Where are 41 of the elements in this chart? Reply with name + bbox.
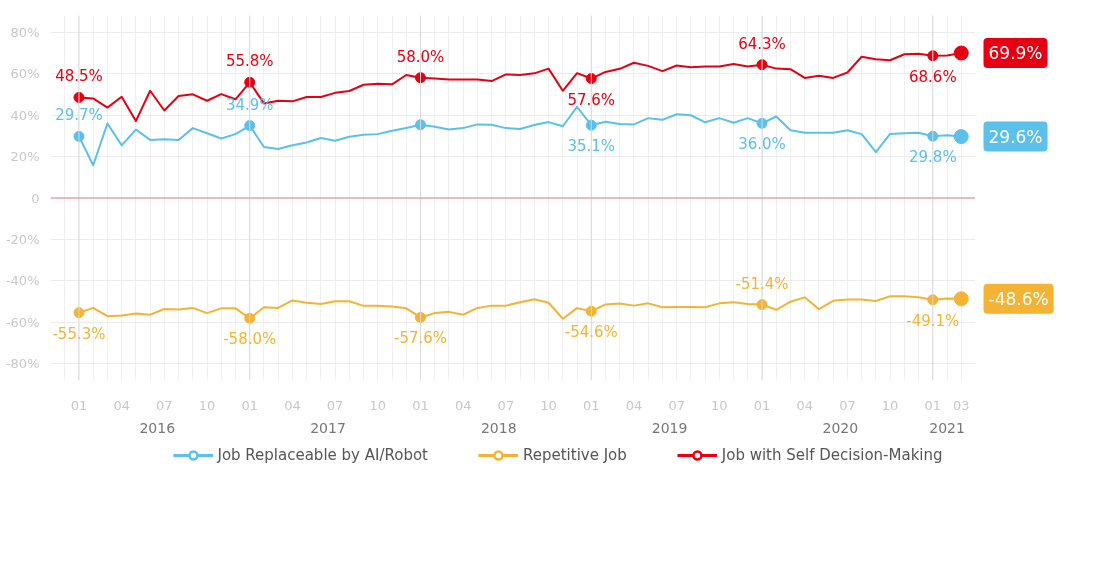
data-label: 29.7% [55,106,103,125]
data-label: -55.3% [52,324,106,343]
point [244,76,256,88]
text: 2019 [651,419,688,436]
data-label: 64.3% [738,34,786,53]
data-label: 55.8% [225,52,274,71]
data-label: 57.6% [567,90,616,109]
point [585,305,597,317]
point [585,73,597,85]
data-label: 48.5% [55,67,103,86]
data-label: 35.1% [567,137,616,156]
data-label: 29.8% [908,148,957,167]
data-label: -57.6% [393,329,448,348]
data-label: 58.0% [396,47,445,66]
point [927,130,939,142]
legend-label: Job Replaceable by AI/Robot [217,446,428,464]
data-label: -54.6% [564,323,618,342]
data-label: -49.1% [906,311,960,330]
text: 2016 [139,419,176,436]
text: 2018 [480,419,517,436]
point [585,119,597,131]
data-label: 29.6% [988,126,1043,147]
point [927,50,939,62]
legend-label: Job with Self Decision-Making [721,446,943,464]
data-label: -51.4% [735,274,789,293]
data-label: 69.9% [988,43,1043,64]
point [244,312,256,324]
point [415,311,426,323]
point [415,119,426,131]
legend-label: Repetitive Job [522,446,627,464]
data-label: -48.6% [988,288,1049,309]
data-label: 68.6% [908,67,957,86]
point [927,294,939,306]
point [244,120,256,132]
text: 2021 [929,419,965,436]
data-label: -58.0% [223,330,277,349]
text: 2020 [822,419,859,436]
data-label: 36.0% [738,135,786,154]
text: 2017 [310,419,346,436]
data-label: 34.9% [225,95,274,114]
point [415,72,426,84]
